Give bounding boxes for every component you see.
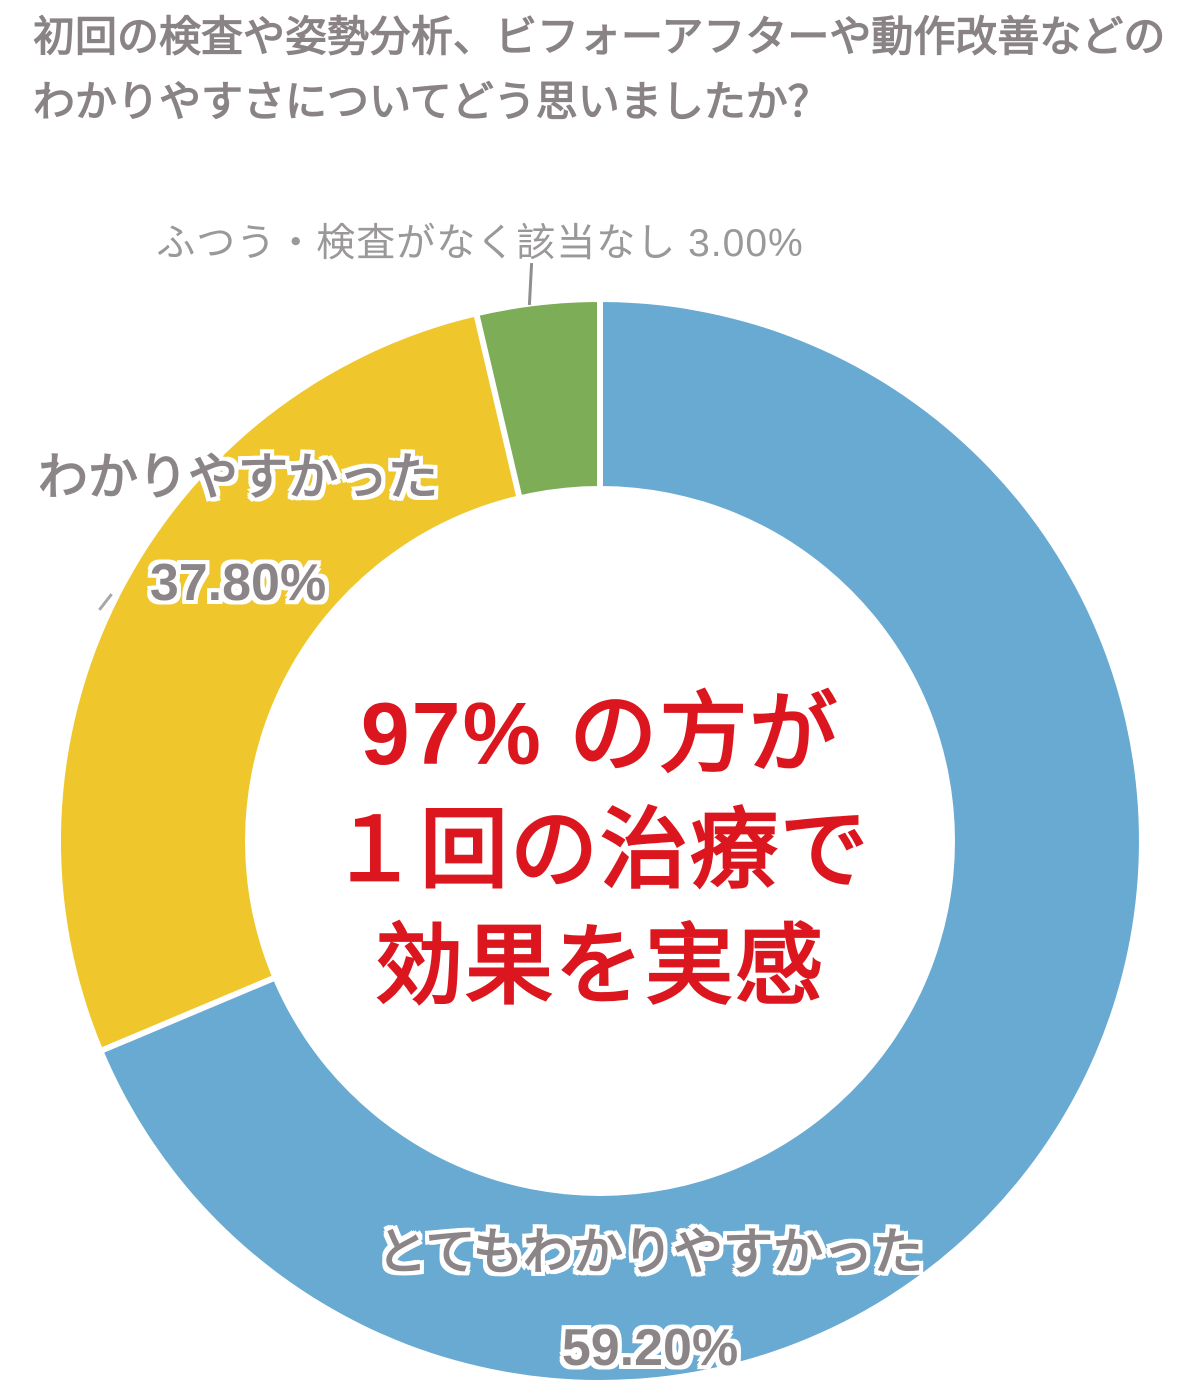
page-title-line2: わかりやすさについてどう思いましたか？ (33, 78, 830, 125)
callout-very-easy-label: とてもわかりやすかった (377, 1224, 923, 1280)
callout-normal-label: ふつう・検査がなく該当なし 3.00% (156, 222, 804, 265)
center-message-line3: 効果を実感 (374, 916, 825, 1015)
callout-easy-label: わかりやすかった (38, 449, 438, 505)
center-message-line1: 97% の方が (360, 684, 840, 783)
callout-very-easy: とてもわかりやすかった 59.20% (330, 1212, 970, 1378)
page-title-line1: 初回の検査や姿勢分析、ビフォーアフターや動作改善などの (33, 13, 1166, 60)
center-message: 97% の方が １回の治療で 効果を実感 (230, 676, 970, 1024)
callout-easy: わかりやすかった 37.80% (0, 437, 476, 613)
donut-hole (245, 486, 955, 1196)
callout-very-easy-value: 59.20% (561, 1319, 739, 1377)
page-title: 初回の検査や姿勢分析、ビフォーアフターや動作改善などの わかりやすさについてどう… (33, 4, 1168, 134)
callout-easy-value: 37.80% (149, 554, 327, 612)
center-message-line2: １回の治療で (329, 800, 870, 899)
